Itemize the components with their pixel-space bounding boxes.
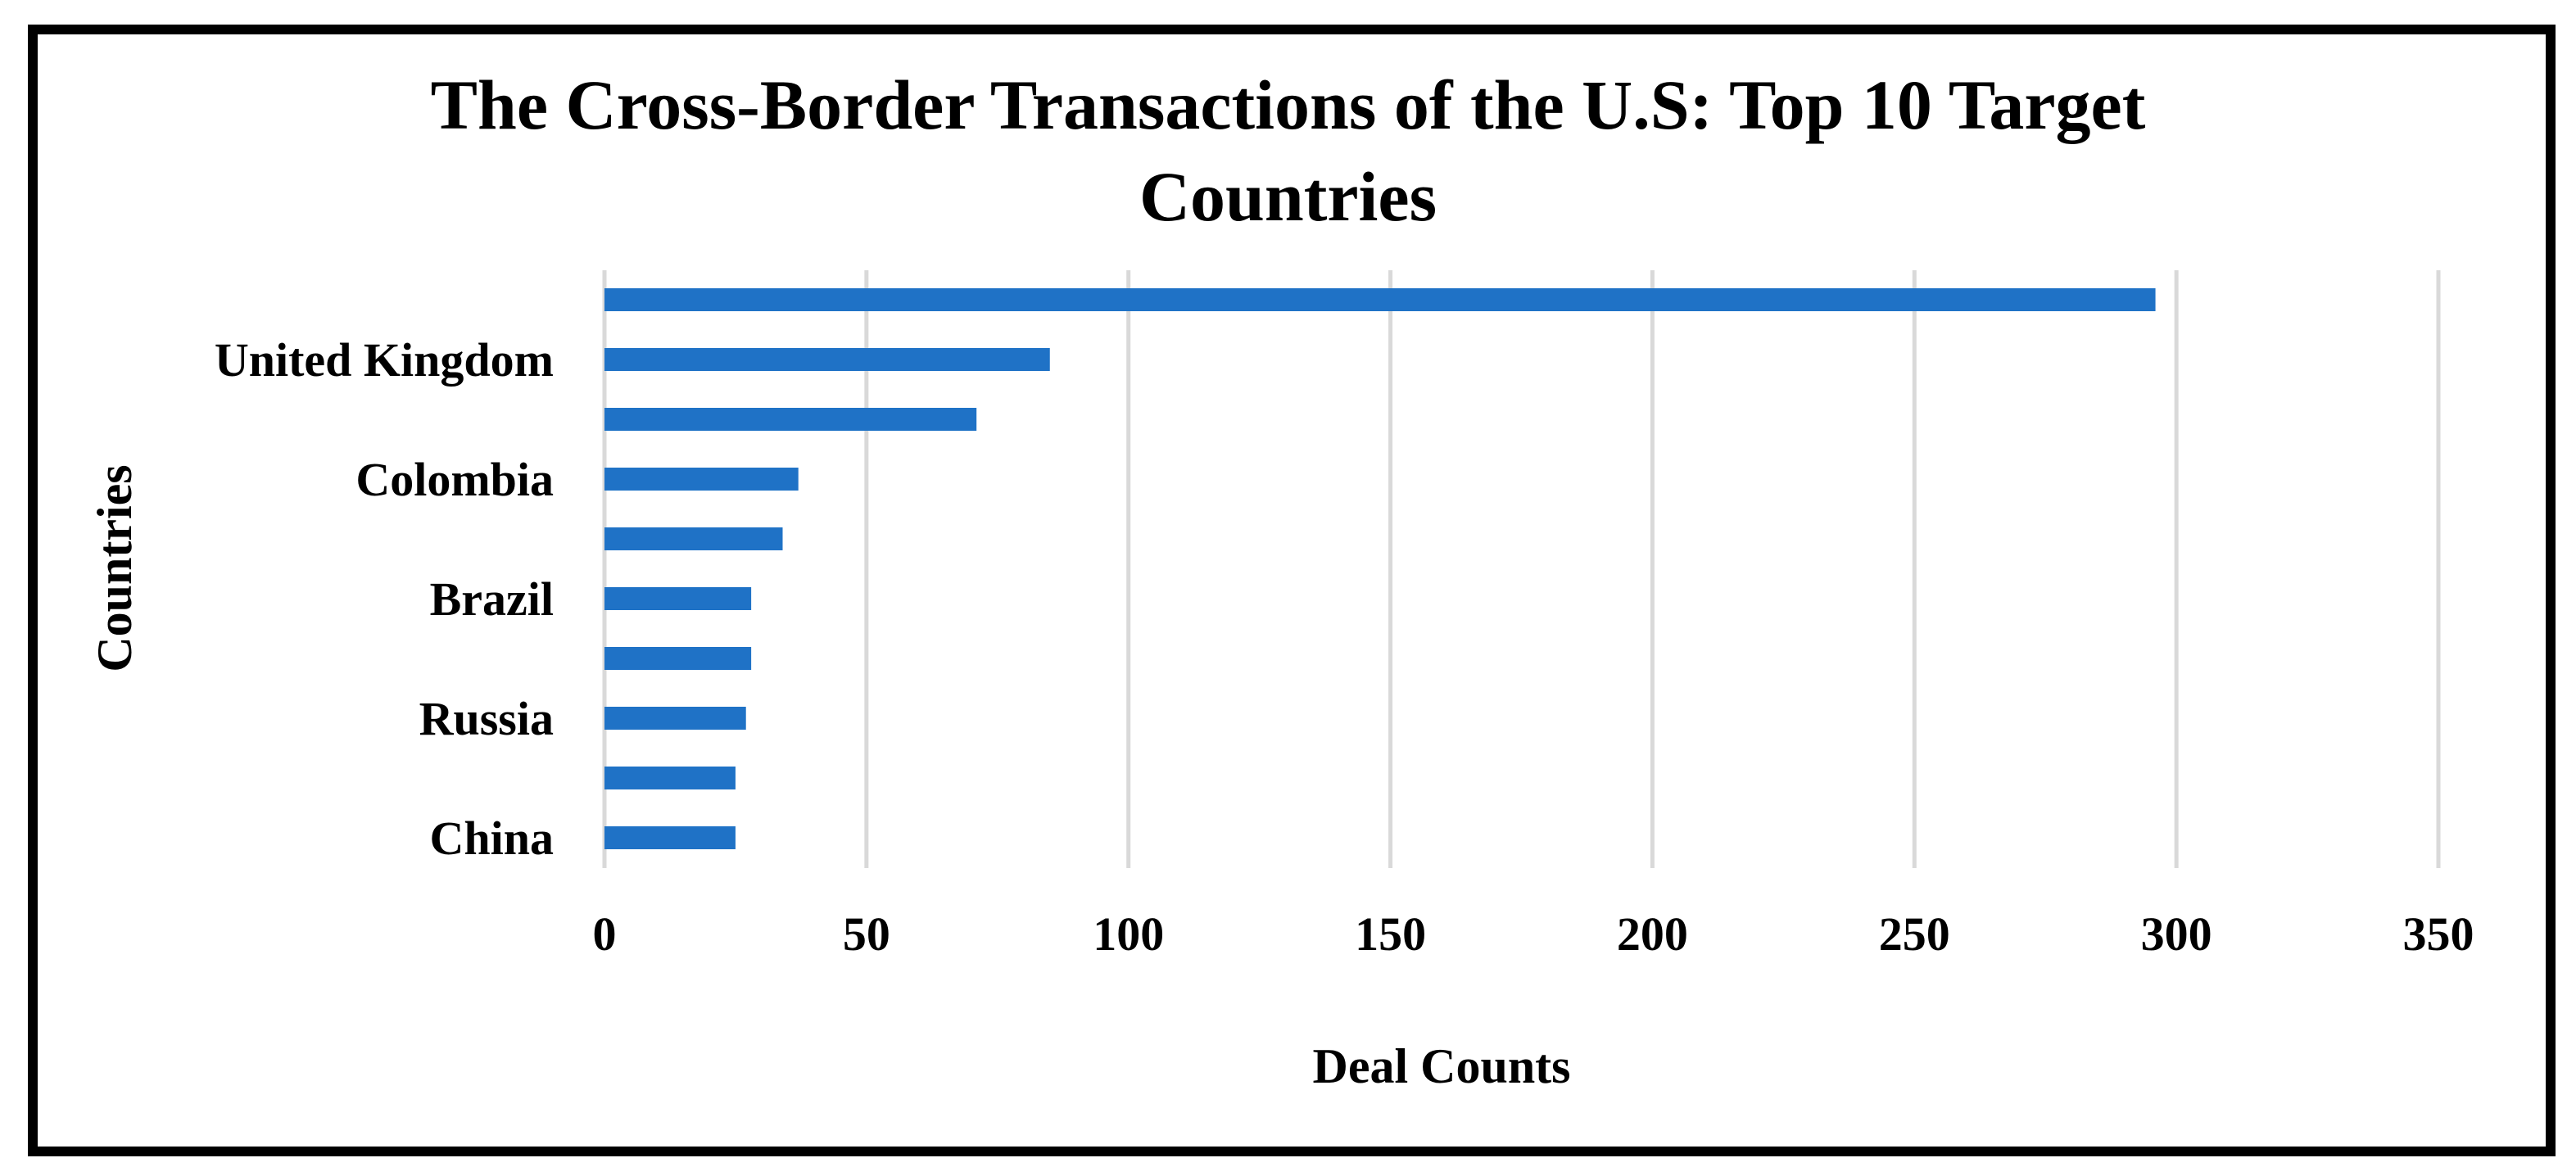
y-axis-label: Countries [88, 464, 142, 672]
x-tick-label: 0 [593, 907, 617, 961]
y-category-label: China [429, 812, 554, 865]
x-tick-label: 250 [1879, 907, 1950, 961]
x-tick-label: 50 [843, 907, 890, 961]
x-tick-labels: 0 50 100 150 200 250 300 350 [593, 907, 2474, 961]
bar [604, 527, 783, 550]
x-tick-label: 200 [1617, 907, 1688, 961]
y-category-label: Russia [419, 692, 554, 745]
bar [604, 767, 736, 789]
y-category-label: United Kingdom [215, 333, 554, 387]
bar [604, 826, 736, 849]
x-tick-label: 350 [2403, 907, 2474, 961]
x-tick-label: 150 [1355, 907, 1426, 961]
chart-title-line-1: The Cross-Border Transactions of the U.S… [430, 66, 2146, 144]
bar [604, 587, 752, 610]
chart-title: The Cross-Border Transactions of the U.S… [0, 59, 2576, 242]
bar [604, 288, 2156, 311]
x-axis-label: Deal Counts [1312, 1039, 1570, 1093]
bar [604, 348, 1050, 371]
y-category-label: Brazil [430, 572, 554, 626]
y-category-label: Colombia [355, 453, 554, 506]
bar [604, 647, 752, 670]
bar [604, 468, 799, 491]
x-tick-label: 100 [1093, 907, 1164, 961]
bars [604, 288, 2156, 849]
bar [604, 408, 977, 431]
x-tick-label: 300 [2141, 907, 2212, 961]
bar [604, 707, 746, 730]
chart-title-line-2: Countries [1139, 157, 1437, 236]
y-category-labels: United Kingdom Colombia Brazil Russia China [215, 333, 554, 865]
chart-frame [28, 25, 2556, 1156]
